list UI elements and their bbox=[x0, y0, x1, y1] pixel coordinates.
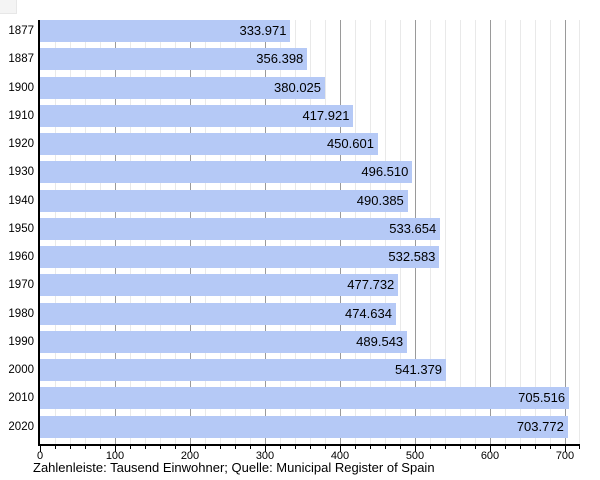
x-tick-label-100: 100 bbox=[105, 450, 125, 462]
year-label-1990: 1990 bbox=[8, 335, 34, 348]
year-label-1960: 1960 bbox=[8, 251, 34, 264]
year-label-1930: 1930 bbox=[8, 166, 34, 179]
corner-artifact bbox=[0, 0, 17, 14]
major-tick bbox=[265, 446, 266, 452]
year-label-2000: 2000 bbox=[8, 364, 34, 377]
minor-gridline bbox=[460, 20, 461, 444]
x-tick-label-600: 600 bbox=[480, 450, 500, 462]
bar-1877: 333.971 bbox=[40, 20, 291, 42]
bar-1950: 533.654 bbox=[40, 217, 441, 240]
minor-gridline bbox=[475, 20, 476, 444]
minor-tick bbox=[400, 446, 401, 449]
minor-tick bbox=[280, 446, 281, 449]
minor-tick bbox=[445, 446, 446, 449]
bar-2000: 541.379 bbox=[40, 359, 447, 382]
x-tick-label-200: 200 bbox=[180, 450, 200, 462]
minor-tick bbox=[579, 446, 580, 449]
major-tick bbox=[565, 446, 566, 452]
minor-tick bbox=[175, 446, 176, 449]
minor-tick bbox=[550, 446, 551, 449]
bar-1940: 490.385 bbox=[40, 189, 408, 212]
minor-tick bbox=[55, 446, 56, 449]
major-tick bbox=[40, 446, 41, 452]
minor-tick bbox=[325, 446, 326, 449]
year-label-1900: 1900 bbox=[8, 81, 34, 94]
minor-tick bbox=[130, 446, 131, 449]
minor-tick bbox=[370, 446, 371, 449]
plot-area: 333.971 356.398 380.025 417.921 450.601 496.5… bbox=[38, 20, 580, 446]
bar-1930: 496.510 bbox=[40, 161, 413, 184]
bar-1900: 380.025 bbox=[40, 76, 326, 99]
major-gridline bbox=[565, 20, 566, 444]
year-label-1940: 1940 bbox=[8, 194, 34, 207]
x-tick-label-700: 700 bbox=[555, 450, 575, 462]
minor-tick bbox=[85, 446, 86, 449]
major-tick bbox=[415, 446, 416, 452]
minor-tick bbox=[310, 446, 311, 449]
minor-tick bbox=[385, 446, 386, 449]
bar-1887: 356.398 bbox=[40, 48, 308, 71]
minor-gridline bbox=[535, 20, 536, 444]
year-label-1920: 1920 bbox=[8, 138, 34, 151]
year-label-1950: 1950 bbox=[8, 222, 34, 235]
major-tick bbox=[190, 446, 191, 452]
minor-tick bbox=[505, 446, 506, 449]
year-label-1887: 1887 bbox=[8, 53, 34, 66]
chart-caption: Zahlenleiste: Tausend Einwohner; Quelle:… bbox=[33, 460, 435, 475]
minor-tick bbox=[205, 446, 206, 449]
year-label-1980: 1980 bbox=[8, 307, 34, 320]
major-tick bbox=[490, 446, 491, 452]
major-tick bbox=[340, 446, 341, 452]
bar-1920: 450.601 bbox=[40, 133, 378, 156]
minor-tick bbox=[100, 446, 101, 449]
major-gridline bbox=[490, 20, 491, 444]
minor-tick bbox=[160, 446, 161, 449]
x-tick-label-300: 300 bbox=[255, 450, 275, 462]
minor-tick bbox=[475, 446, 476, 449]
bar-1970: 477.732 bbox=[40, 274, 399, 297]
minor-tick bbox=[250, 446, 251, 449]
minor-tick bbox=[295, 446, 296, 449]
year-label-1970: 1970 bbox=[8, 279, 34, 292]
minor-tick bbox=[145, 446, 146, 449]
minor-gridline bbox=[445, 20, 446, 444]
minor-tick bbox=[355, 446, 356, 449]
minor-gridline bbox=[550, 20, 551, 444]
minor-gridline bbox=[579, 20, 580, 444]
minor-tick bbox=[535, 446, 536, 449]
x-tick-label-400: 400 bbox=[330, 450, 350, 462]
year-label-1910: 1910 bbox=[8, 109, 34, 122]
minor-tick bbox=[430, 446, 431, 449]
major-tick bbox=[115, 446, 116, 452]
x-tick-label-0: 0 bbox=[36, 450, 44, 462]
bar-2010: 705.516 bbox=[40, 387, 570, 410]
year-label-1877: 1877 bbox=[8, 25, 34, 37]
minor-tick bbox=[70, 446, 71, 449]
bar-2020: 703.772 bbox=[40, 415, 568, 438]
bar-1910: 417.921 bbox=[40, 104, 354, 127]
bar-1990: 489.543 bbox=[40, 330, 408, 353]
minor-gridline bbox=[505, 20, 506, 444]
bar-1960: 532.583 bbox=[40, 246, 440, 269]
year-label-2020: 2020 bbox=[8, 420, 34, 433]
bar-1980: 474.634 bbox=[40, 302, 396, 325]
minor-tick bbox=[520, 446, 521, 449]
minor-tick bbox=[460, 446, 461, 449]
minor-gridline bbox=[520, 20, 521, 444]
minor-tick bbox=[220, 446, 221, 449]
minor-tick bbox=[235, 446, 236, 449]
x-tick-label-500: 500 bbox=[405, 450, 425, 462]
year-label-2010: 2010 bbox=[8, 392, 34, 405]
